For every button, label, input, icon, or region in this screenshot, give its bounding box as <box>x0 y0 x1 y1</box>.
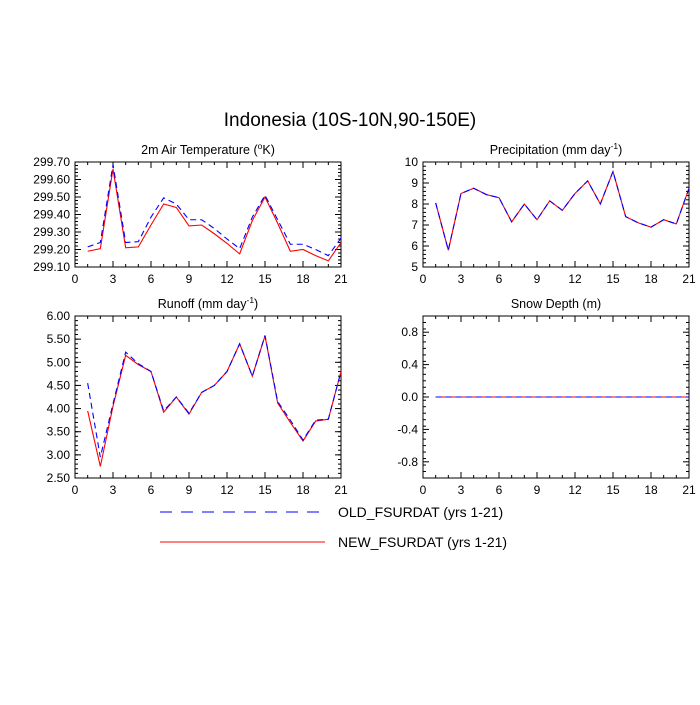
panel-1: 2m Air Temperature (oK) 0 3 6 9 12 15 18 21 299.1… <box>33 141 348 286</box>
x-tick-label: 6 <box>496 272 503 286</box>
legend: OLD_FSURDAT (yrs 1-21) NEW_FSURDAT (yrs 1… <box>160 504 507 550</box>
panel-title-text: Snow Depth (m) <box>511 297 601 311</box>
panel-title-superscript: -1 <box>611 141 619 151</box>
x-tick-label: 12 <box>220 272 234 286</box>
panel-title-text-end: ) <box>618 143 622 157</box>
y-tick-label: -0.4 <box>397 422 418 436</box>
series-line-old-fsurdat <box>87 335 342 458</box>
series-line-new-fsurdat <box>87 168 342 262</box>
x-tick-label: 3 <box>458 483 465 497</box>
panel-title-text: 2m Air Temperature ( <box>141 143 258 157</box>
x-tick-label: 12 <box>568 483 582 497</box>
y-tick-label: 299.10 <box>33 260 70 274</box>
series-line-new-fsurdat <box>87 335 342 467</box>
x-tick-label: 18 <box>296 272 310 286</box>
x-tick-label: 12 <box>220 483 234 497</box>
panel-3: Runoff (mm day-1) 0 3 6 9 12 15 18 21 2.50 3.00 3.5… <box>47 295 348 497</box>
y-tick-label: 299.40 <box>33 208 70 222</box>
y-tick-label: 6 <box>411 239 418 253</box>
x-tick-label: 21 <box>682 272 696 286</box>
x-tick-label: 21 <box>334 272 348 286</box>
y-tick-label: 10 <box>405 155 419 169</box>
y-tick-label: 4.50 <box>47 378 71 392</box>
y-tick-label: 7 <box>411 218 418 232</box>
x-tick-label: 0 <box>72 272 79 286</box>
y-tick-label: 299.70 <box>33 155 70 169</box>
y-tick-label: 5.00 <box>47 355 71 369</box>
figure-title: Indonesia (10S-10N,90-150E) <box>224 110 476 131</box>
y-tick-label: 0.0 <box>401 390 418 404</box>
panel-title-superscript: -1 <box>246 295 254 305</box>
x-tick-label: 9 <box>534 483 541 497</box>
x-tick-label: 3 <box>110 272 117 286</box>
y-tick-label: 299.50 <box>33 190 70 204</box>
x-tick-label: 18 <box>644 272 658 286</box>
panel-title-superscript: o <box>258 141 263 151</box>
x-tick-label: 0 <box>420 483 427 497</box>
x-tick-label: 0 <box>420 272 427 286</box>
x-tick-label: 21 <box>682 483 696 497</box>
panel-title: Runoff (mm day-1) <box>158 295 258 311</box>
panel-title-text-end: K) <box>262 143 275 157</box>
y-tick-label: -0.8 <box>397 455 418 469</box>
panel-2: Precipitation (mm day-1) 0 3 6 9 12 15 18 21 5 6 7 8… <box>405 141 696 286</box>
panel-title: Precipitation (mm day-1) <box>490 141 623 157</box>
x-tick-label: 6 <box>148 483 155 497</box>
x-tick-label: 3 <box>110 483 117 497</box>
panel-title: 2m Air Temperature (oK) <box>141 141 275 157</box>
x-tick-label: 12 <box>568 272 582 286</box>
panel-4: Snow Depth (m) 0 3 6 9 12 15 18 21 -0.8 -0.4 0.0 0.4… <box>397 297 696 497</box>
x-tick-label: 15 <box>606 272 620 286</box>
y-tick-label: 2.50 <box>47 471 71 485</box>
legend-label-2: NEW_FSURDAT (yrs 1-21) <box>338 534 507 550</box>
x-tick-label: 18 <box>296 483 310 497</box>
y-tick-label: 299.30 <box>33 225 70 239</box>
x-tick-label: 15 <box>606 483 620 497</box>
y-tick-label: 5.50 <box>47 332 71 346</box>
x-tick-label: 18 <box>644 483 658 497</box>
y-tick-label: 9 <box>411 176 418 190</box>
x-tick-label: 21 <box>334 483 348 497</box>
series-line-old-fsurdat <box>435 169 690 251</box>
plot-frame <box>422 161 690 268</box>
y-tick-label: 4.00 <box>47 402 71 416</box>
panels: 2m Air Temperature (oK) 0 3 6 9 12 15 18 21 299.1… <box>33 141 696 497</box>
panel-title-text-end: ) <box>254 297 258 311</box>
x-tick-label: 0 <box>72 483 79 497</box>
plot-frame <box>74 315 342 479</box>
y-tick-label: 299.60 <box>33 173 70 187</box>
y-tick-label: 3.00 <box>47 448 71 462</box>
x-tick-label: 15 <box>258 272 272 286</box>
series-line-old-fsurdat <box>87 164 342 257</box>
x-tick-label: 9 <box>534 272 541 286</box>
panel-title-text: Runoff (mm day <box>158 297 247 311</box>
x-tick-label: 6 <box>496 483 503 497</box>
x-tick-label: 3 <box>458 272 465 286</box>
x-tick-label: 9 <box>186 483 193 497</box>
panel-title: Snow Depth (m) <box>511 297 601 311</box>
y-tick-label: 5 <box>411 260 418 274</box>
x-tick-label: 15 <box>258 483 272 497</box>
y-tick-label: 3.50 <box>47 425 71 439</box>
x-tick-label: 9 <box>186 272 193 286</box>
y-tick-label: 6.00 <box>47 309 71 323</box>
legend-label-1: OLD_FSURDAT (yrs 1-21) <box>338 504 503 520</box>
panel-title-text: Precipitation (mm day <box>490 143 612 157</box>
y-tick-label: 299.20 <box>33 243 70 257</box>
x-tick-label: 6 <box>148 272 155 286</box>
y-tick-label: 0.4 <box>401 358 418 372</box>
y-tick-label: 0.8 <box>401 325 418 339</box>
y-tick-label: 8 <box>411 197 418 211</box>
